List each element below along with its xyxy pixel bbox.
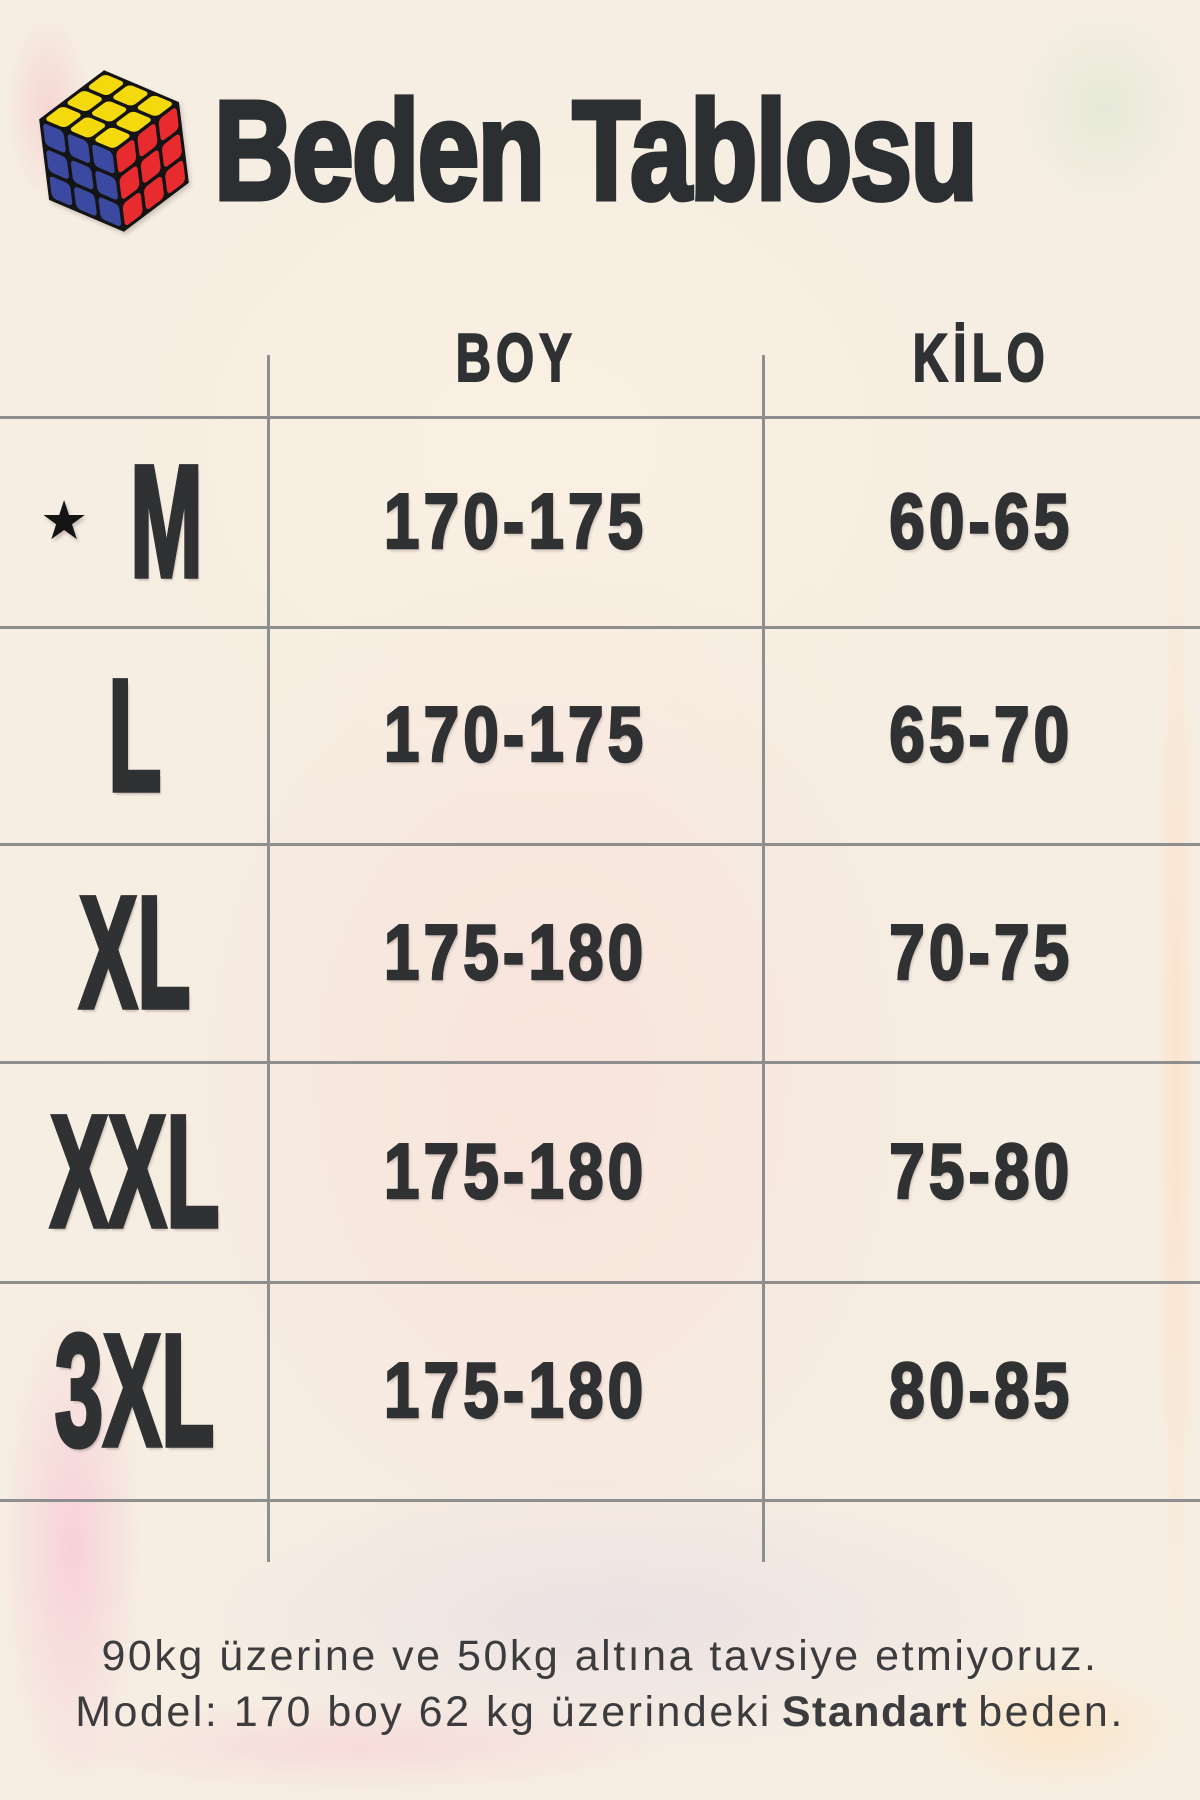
header-boy-label: BOY: [455, 319, 577, 397]
header-kilo: KİLO: [763, 300, 1200, 416]
kilo-cell: 60-65: [763, 416, 1200, 626]
boy-cell: 175-180: [269, 1281, 763, 1499]
size-cell-3xl: 3XL: [0, 1281, 269, 1499]
kilo-cell: 80-85: [763, 1281, 1200, 1499]
header-boy: BOY: [269, 300, 763, 416]
boy-value: 170-175: [383, 689, 648, 780]
size-cell-l: L: [0, 626, 269, 843]
row-divider-6: [0, 1499, 1200, 1502]
boy-cell: 175-180: [269, 1061, 763, 1281]
row-divider-2: [0, 626, 1200, 629]
size-label: XXL: [48, 1081, 220, 1261]
kilo-cell: 75-80: [763, 1061, 1200, 1281]
size-label: XL: [77, 862, 191, 1042]
table-row: ★ M 170-175 60-65: [0, 416, 1200, 626]
header: Beden Tablosu: [28, 58, 1167, 244]
header-kilo-label: KİLO: [912, 319, 1051, 397]
boy-cell: 170-175: [269, 626, 763, 843]
kilo-value: 75-80: [888, 1125, 1074, 1216]
kilo-value: 65-70: [888, 689, 1074, 780]
table-row: XL 175-180 70-75: [0, 843, 1200, 1061]
row-divider-3: [0, 843, 1200, 846]
kilo-value: 70-75: [888, 906, 1074, 997]
size-label: M: [129, 431, 204, 611]
size-cell-xl: XL: [0, 843, 269, 1061]
boy-value: 175-180: [383, 1344, 648, 1435]
header-empty-cell: [0, 300, 269, 416]
table-row: 3XL 175-180 80-85: [0, 1281, 1200, 1499]
row-divider-1: [0, 416, 1200, 419]
size-cell-m: ★ M: [0, 416, 269, 626]
column-divider-2: [762, 355, 765, 1562]
row-divider-5: [0, 1281, 1200, 1284]
footer-line-2: Model: 170 boy 62 kg üzerindeki Standart b…: [0, 1684, 1200, 1740]
star-icon: ★: [39, 491, 89, 551]
row-divider-4: [0, 1061, 1200, 1064]
boy-value: 175-180: [383, 906, 648, 997]
boy-cell: 170-175: [269, 416, 763, 626]
kilo-cell: 70-75: [763, 843, 1200, 1061]
page-title: Beden Tablosu: [212, 72, 980, 230]
footer-line-2-suffix: beden.: [978, 1688, 1125, 1736]
table-row: L 170-175 65-70: [0, 626, 1200, 843]
kilo-value: 80-85: [888, 1344, 1074, 1435]
column-divider-1: [267, 355, 270, 1562]
footer-line-1: 90kg üzerine ve 50kg altına tavsiye etmi…: [101, 1632, 1099, 1680]
boy-cell: 175-180: [269, 843, 763, 1061]
footer-line-2-prefix: Model: 170 boy 62 kg üzerindeki: [75, 1688, 772, 1736]
rubiks-cube-icon: [39, 70, 189, 232]
footer-line-2-bold: Standart: [781, 1688, 969, 1736]
table-header-row: BOY KİLO: [0, 300, 1200, 416]
size-label: L: [106, 645, 162, 824]
table-row: XXL 175-180 75-80: [0, 1061, 1200, 1281]
size-label: 3XL: [53, 1300, 215, 1480]
kilo-value: 60-65: [888, 475, 1074, 566]
size-cell-xxl: XXL: [0, 1061, 269, 1281]
kilo-cell: 65-70: [763, 626, 1200, 843]
boy-value: 175-180: [383, 1125, 648, 1216]
boy-value: 170-175: [383, 475, 648, 566]
footer-notes: 90kg üzerine ve 50kg altına tavsiye etmi…: [0, 1628, 1200, 1740]
